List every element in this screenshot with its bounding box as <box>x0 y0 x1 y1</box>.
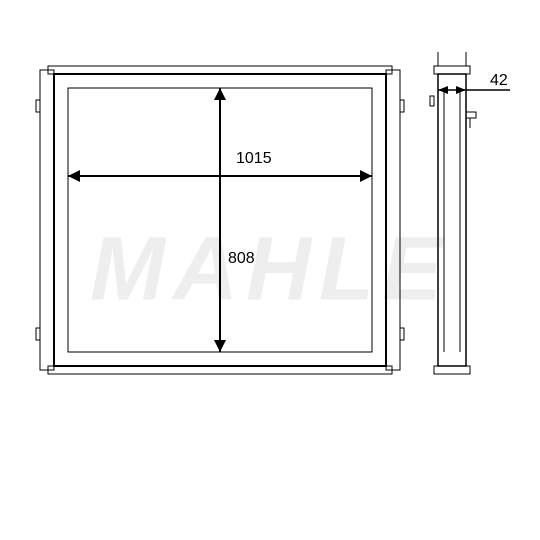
drawing-svg <box>0 0 540 540</box>
width-label: 1015 <box>236 150 272 168</box>
height-dimension-arrow <box>214 88 226 352</box>
side-view <box>430 52 510 374</box>
height-label: 808 <box>228 250 255 268</box>
diagram-canvas: MAHLE <box>0 0 540 540</box>
front-view <box>36 66 404 374</box>
depth-label: 42 <box>490 72 508 90</box>
